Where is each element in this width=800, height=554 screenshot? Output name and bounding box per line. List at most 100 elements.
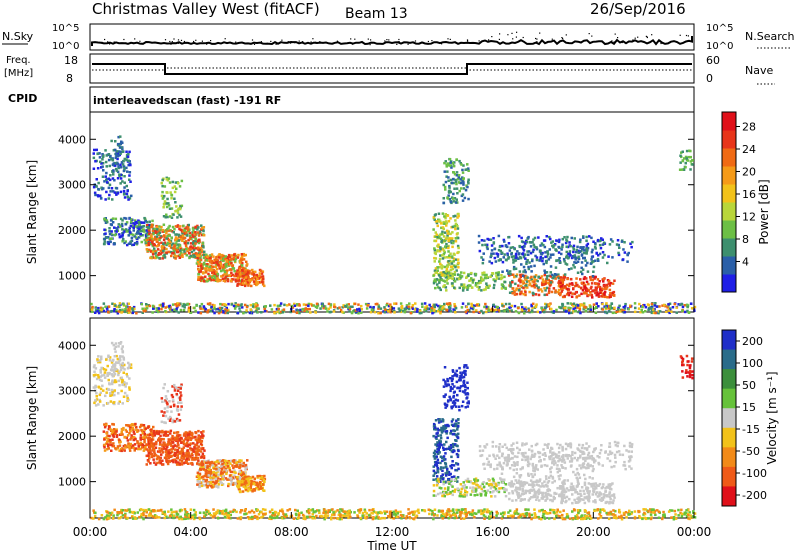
data-cell — [483, 273, 487, 277]
data-cell — [369, 310, 373, 314]
data-cell — [454, 201, 458, 204]
data-cell — [118, 449, 121, 452]
nsearch-dot — [634, 37, 636, 39]
data-cell — [198, 472, 202, 476]
data-cell — [554, 290, 557, 294]
nsky-tick-bottom: 10^0 — [52, 41, 79, 52]
data-cell — [389, 305, 393, 308]
data-cell — [108, 425, 111, 429]
data-cell — [206, 475, 209, 479]
data-cell — [110, 443, 113, 447]
data-cell — [183, 306, 186, 309]
data-cell — [299, 308, 302, 312]
data-cell — [133, 242, 137, 245]
data-cell — [112, 428, 116, 431]
data-cell — [467, 197, 470, 201]
data-cell — [186, 234, 189, 237]
data-cell — [153, 227, 157, 231]
nsearch-dot — [210, 40, 212, 42]
data-cell — [200, 262, 203, 266]
data-cell — [234, 464, 237, 468]
data-cell — [220, 275, 223, 278]
data-cell — [207, 459, 210, 462]
data-cell — [231, 483, 235, 486]
data-cell — [409, 311, 413, 315]
nsearch-dot — [107, 41, 109, 43]
data-cell — [573, 266, 576, 269]
data-cell — [180, 179, 184, 183]
data-cell — [277, 307, 280, 311]
data-cell — [585, 277, 588, 280]
data-cell — [125, 305, 128, 308]
data-cell — [125, 382, 128, 385]
data-cell — [548, 284, 552, 287]
data-cell — [158, 238, 161, 242]
nsearch-dot — [413, 41, 415, 43]
data-cell — [115, 435, 119, 438]
power-panel-frame — [89, 111, 695, 313]
data-cell — [108, 438, 112, 442]
data-cell — [161, 190, 164, 194]
data-cell — [151, 237, 155, 241]
data-cell — [524, 293, 527, 297]
data-cell — [481, 273, 484, 276]
data-cell — [333, 305, 336, 309]
data-cell — [601, 251, 605, 254]
data-cell — [585, 235, 588, 239]
data-cell — [600, 237, 603, 240]
data-cell — [225, 271, 228, 275]
data-cell — [239, 279, 243, 283]
data-cell — [559, 306, 562, 309]
data-cell — [288, 303, 291, 306]
data-cell — [561, 295, 565, 299]
data-cell — [253, 282, 256, 285]
data-cell — [213, 311, 216, 315]
data-cell — [134, 236, 138, 239]
nsearch-tick-bottom: 10^0 — [706, 41, 733, 52]
data-cell — [535, 278, 538, 282]
data-cell — [115, 354, 118, 358]
data-cell — [455, 269, 458, 272]
data-cell — [509, 272, 512, 276]
data-cell — [177, 243, 180, 246]
data-cell — [121, 402, 124, 405]
data-cell — [439, 237, 443, 240]
nsearch-dot — [164, 39, 167, 41]
nsearch-series — [98, 31, 690, 46]
data-cell — [608, 310, 611, 313]
data-cell — [187, 251, 191, 255]
data-cell — [98, 393, 102, 397]
data-cell — [155, 431, 159, 434]
nsearch-dot — [580, 42, 582, 44]
data-cell — [128, 178, 131, 181]
data-cell — [546, 250, 549, 254]
data-cell — [530, 284, 534, 288]
data-cell — [453, 304, 457, 308]
data-cell — [599, 239, 602, 242]
data-cell — [440, 232, 443, 236]
data-cell — [150, 223, 154, 227]
data-cell — [176, 225, 179, 228]
data-cell — [452, 308, 455, 311]
data-cell — [140, 240, 143, 244]
data-cell — [512, 273, 515, 276]
data-cell — [141, 443, 144, 447]
data-cell — [580, 304, 584, 307]
data-cell — [455, 158, 458, 162]
data-cell — [230, 477, 233, 480]
data-cell — [244, 253, 247, 257]
data-cell — [442, 279, 445, 282]
data-cell — [115, 230, 118, 233]
data-cell — [432, 281, 436, 285]
data-cell — [263, 309, 267, 313]
data-cell — [189, 242, 193, 245]
data-cell — [133, 235, 136, 238]
data-cell — [434, 235, 437, 238]
data-cell — [448, 189, 451, 192]
data-cell — [165, 454, 168, 458]
data-cell — [169, 451, 172, 455]
data-cell — [220, 306, 224, 310]
data-cell — [465, 184, 468, 187]
data-cell — [591, 289, 595, 292]
y-tick-label: 1000 — [58, 270, 86, 283]
